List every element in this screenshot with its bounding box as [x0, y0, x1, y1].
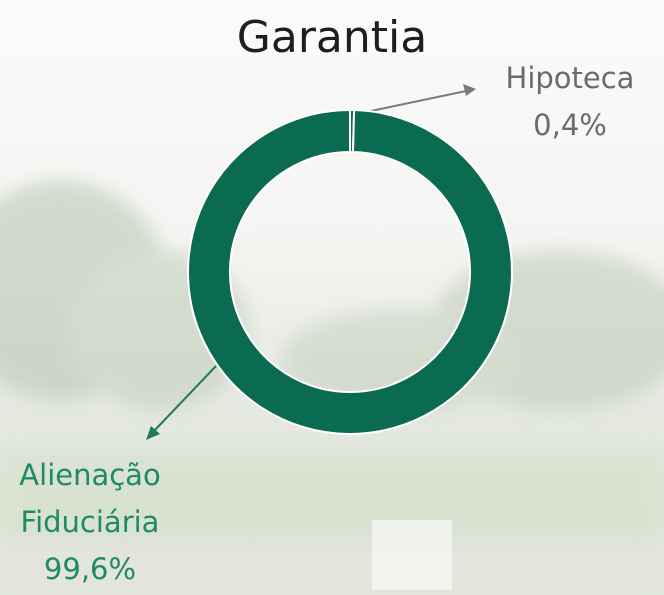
value-label: 99,6% [0, 546, 180, 593]
leader-line [154, 366, 216, 431]
arrow-head [463, 84, 476, 96]
value-label: 0,4% [480, 102, 660, 149]
screen: Garantia Hipoteca0,4%Alienação Fiduciári… [0, 0, 664, 595]
category-label: Alienação Fiduciária [0, 452, 180, 546]
category-label: Hipoteca [480, 55, 660, 102]
donut-segment [188, 110, 512, 434]
